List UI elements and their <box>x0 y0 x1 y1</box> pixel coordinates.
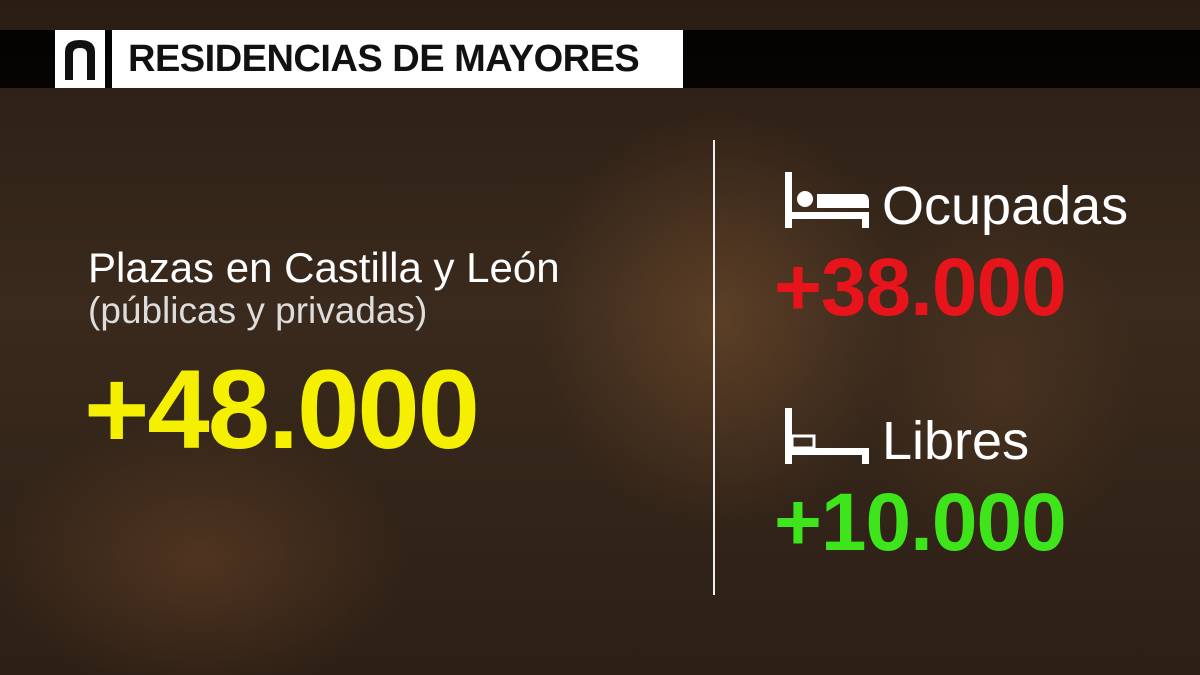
main-sublabel: (públicas y privadas) <box>88 290 428 331</box>
main-label: Plazas en Castilla y León <box>88 244 560 291</box>
stat-label: Ocupadas <box>882 176 1129 236</box>
stat-label: Libres <box>882 411 1030 471</box>
stat-value: +10.000 <box>774 477 1067 568</box>
title-box <box>112 30 683 88</box>
header-title: RESIDENCIAS DE MAYORES <box>128 38 640 80</box>
main-value: +48.000 <box>84 347 480 472</box>
divider <box>713 140 715 595</box>
logo <box>55 30 105 88</box>
logo-mark <box>65 40 95 80</box>
bed-icon-free <box>785 408 869 464</box>
bed-icon-occupied <box>785 172 869 228</box>
stat-value: +38.000 <box>774 242 1067 333</box>
